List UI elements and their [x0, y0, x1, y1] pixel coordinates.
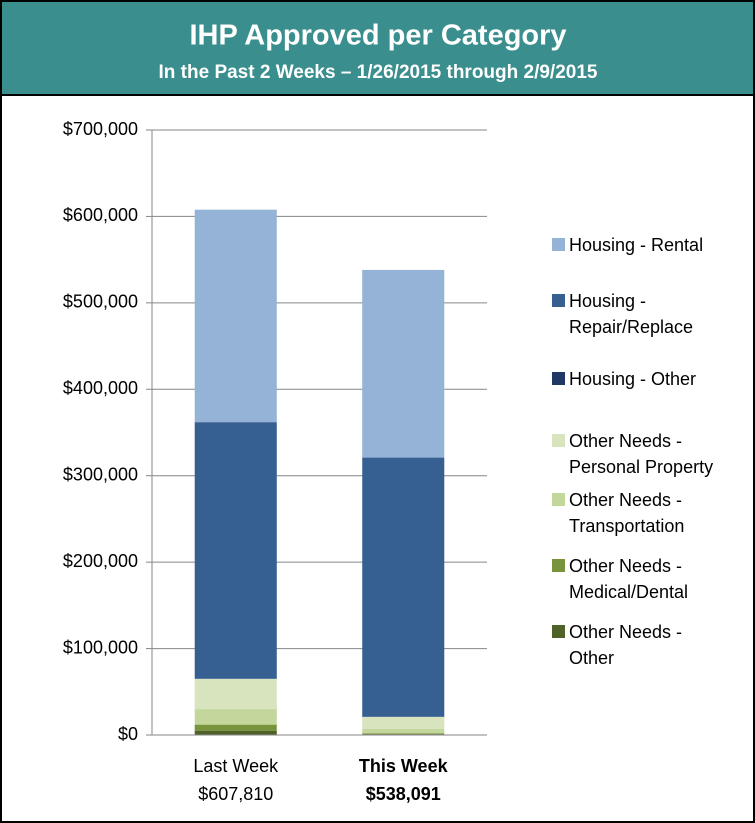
y-tick-label: $600,000: [63, 205, 138, 225]
bar-segment: [194, 724, 277, 731]
y-tick-label: $400,000: [63, 378, 138, 398]
legend-label: Housing - Other: [569, 369, 697, 389]
y-tick-label: $500,000: [63, 292, 138, 312]
chart-subtitle: In the Past 2 Weeks – 1/26/2015 through …: [159, 62, 598, 83]
legend-item: Other Needs - Transportation: [552, 487, 722, 539]
bar-segment: [194, 209, 277, 423]
legend-item: Housing - Other: [552, 366, 722, 392]
legend-item: Other Needs - Personal Property: [552, 428, 722, 480]
total-label: $538,091: [366, 784, 441, 804]
legend-swatch: [552, 625, 565, 638]
bar-segment: [362, 269, 445, 458]
x-tick-label: Last Week: [193, 756, 279, 776]
y-tick-label: $100,000: [63, 637, 138, 657]
header-band: [2, 2, 753, 94]
legend-swatch: [552, 294, 565, 307]
legend-item: Housing - Rental: [552, 232, 722, 258]
legend-item: Other Needs - Medical/Dental: [552, 553, 722, 605]
y-tick-label: $300,000: [63, 464, 138, 484]
legend-swatch: [552, 372, 565, 385]
legend-swatch: [552, 493, 565, 506]
legend-label: Housing - Rental: [569, 235, 704, 255]
legend-label: Other Needs - Transportation: [569, 490, 685, 536]
legend-label: Other Needs - Medical/Dental: [569, 556, 689, 602]
bar-segment: [362, 733, 445, 735]
total-label: $607,810: [198, 784, 273, 804]
y-tick-label: $200,000: [63, 551, 138, 571]
bar-segment: [362, 716, 445, 729]
legend-swatch: [552, 559, 565, 572]
legend-item: Other Needs - Other: [552, 619, 722, 671]
bar-segment: [194, 422, 277, 679]
bar-segment: [194, 709, 277, 725]
x-tick-label: This Week: [359, 756, 449, 776]
legend-item: Housing - Repair/Replace: [552, 288, 722, 340]
y-tick-label: $0: [118, 724, 138, 744]
legend-label: Housing - Repair/Replace: [569, 291, 694, 337]
legend-swatch: [552, 434, 565, 447]
bar-segment: [362, 457, 445, 717]
legend-swatch: [552, 238, 565, 251]
bar-segment: [194, 678, 277, 710]
bar-segment: [194, 730, 277, 735]
legend-label: Other Needs - Other: [569, 622, 683, 668]
legend-label: Other Needs - Personal Property: [569, 431, 714, 477]
y-tick-label: $700,000: [63, 119, 138, 139]
chart-title: IHP Approved per Category: [189, 20, 566, 52]
bar-segment: [362, 728, 445, 734]
